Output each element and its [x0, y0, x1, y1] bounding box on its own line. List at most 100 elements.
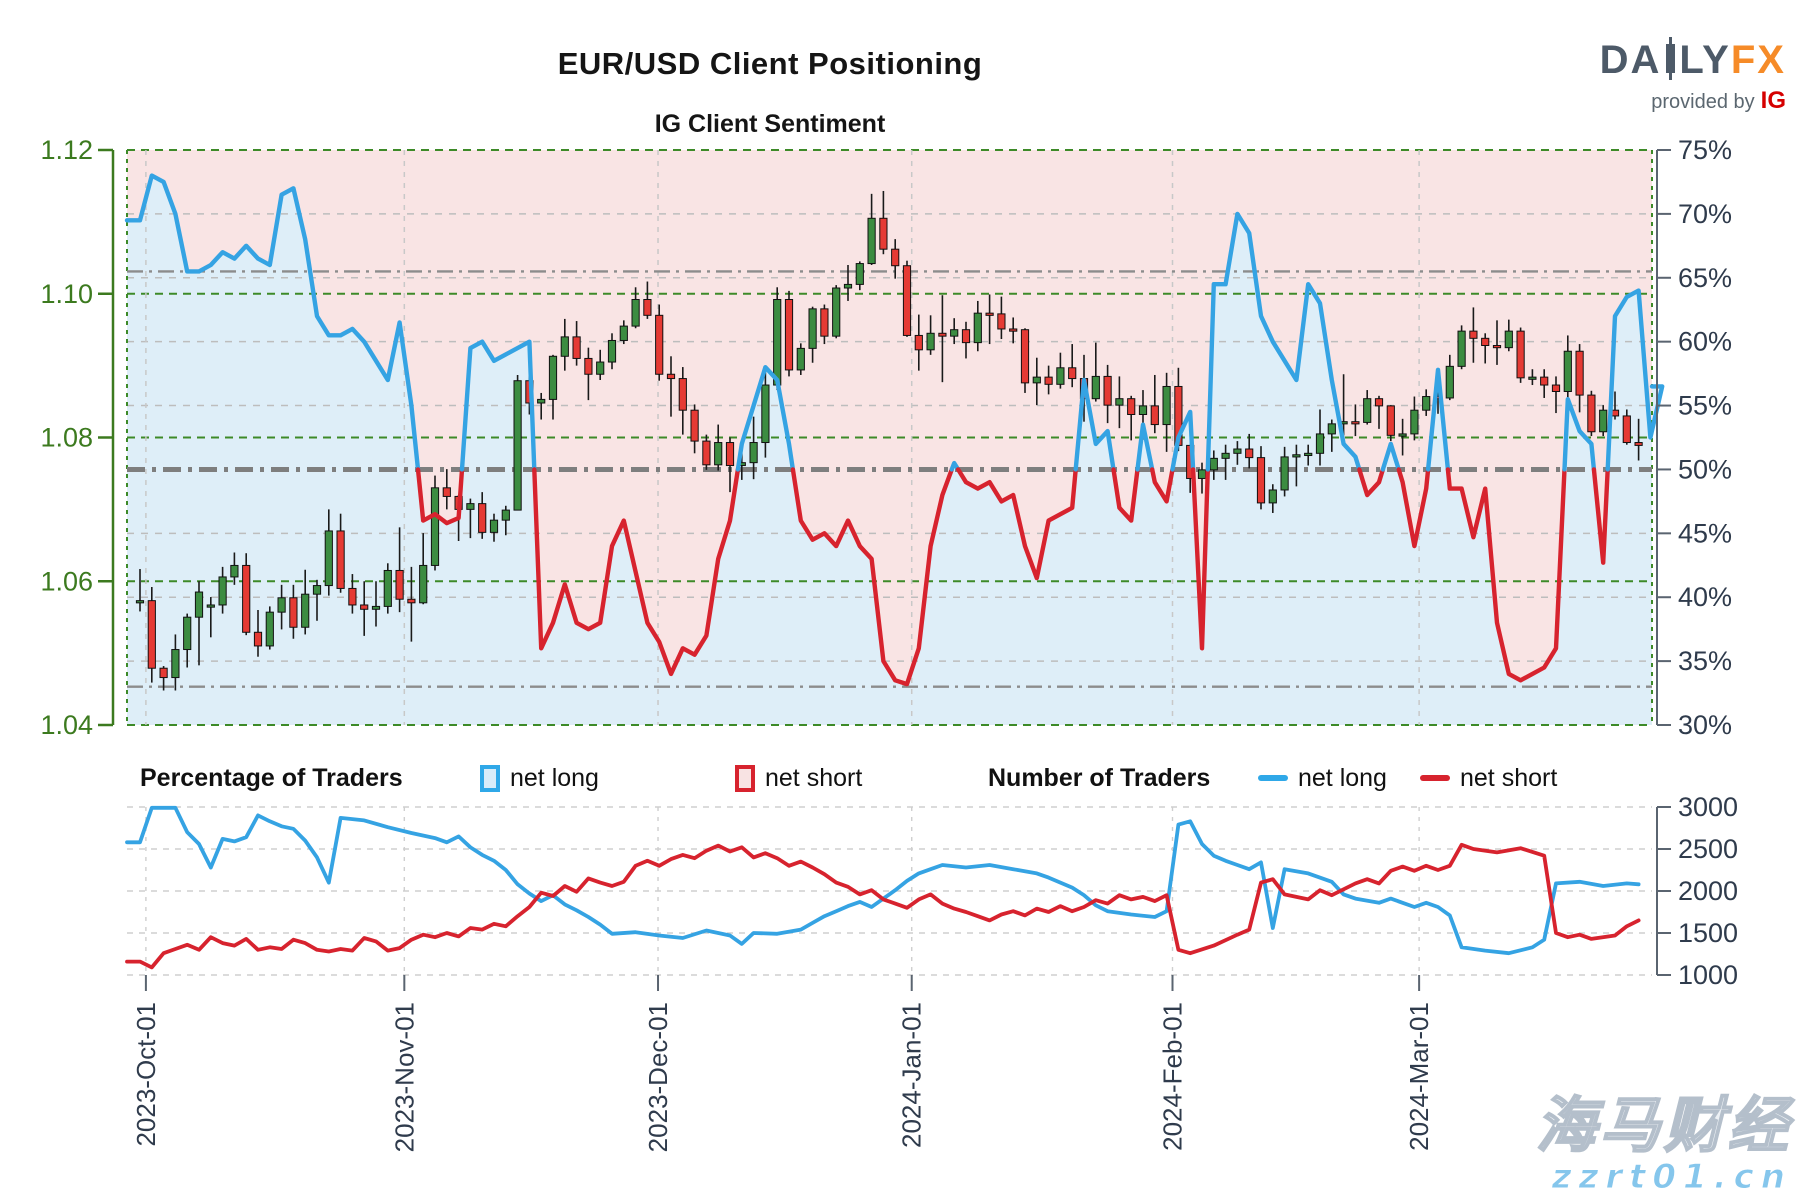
candle-up [631, 299, 640, 327]
right-count-axis: 1000 1500 2000 2500 3000 [1656, 792, 1738, 990]
x-axis-date-label: 2023-Nov-01 [389, 1002, 419, 1152]
right-axis-label: 35% [1678, 646, 1732, 676]
candle-up [383, 569, 392, 607]
traders-count-line-net-short [125, 842, 1641, 970]
candle-up [277, 597, 286, 613]
candle-up [596, 361, 605, 375]
net-long-segment [1170, 409, 1196, 472]
candle-up [230, 564, 239, 578]
count-axis-label: 2000 [1678, 876, 1738, 906]
count-axis-label: 3000 [1678, 792, 1738, 822]
legend-percent-net-long: net long [480, 758, 599, 798]
candle-up [796, 347, 805, 371]
candle-down [1540, 376, 1549, 386]
right-axis-label: 60% [1678, 327, 1732, 357]
candle-up [607, 339, 617, 363]
candle-down [360, 604, 369, 610]
price-candles [135, 190, 1643, 691]
candle-up [206, 604, 215, 608]
candle-down [1575, 350, 1584, 396]
watermark-cn: 海马财经 [1535, 1091, 1792, 1162]
count-axis-label: 1500 [1678, 918, 1738, 948]
candle-down [1469, 330, 1478, 339]
net-long-percent-line [124, 173, 1665, 687]
chart-subtitle: IG Client Sentiment [654, 110, 886, 138]
candle-down [985, 312, 994, 316]
candle-up [1504, 330, 1513, 349]
left-price-axis: 1.04 1.06 1.08 1.10 1.12 [40, 135, 115, 740]
candle-up [1209, 457, 1218, 471]
candle-up [1233, 448, 1242, 454]
candle-down [1245, 448, 1254, 459]
candle-down [914, 334, 923, 351]
candle-up [619, 325, 628, 341]
left-axis-label: 1.04 [40, 710, 93, 740]
net-short-segment [1111, 467, 1140, 523]
candle-up [560, 336, 569, 357]
candle-down [1150, 405, 1159, 426]
candle-up [135, 600, 145, 604]
right-axis-label: 40% [1678, 582, 1732, 612]
candle-down [348, 587, 357, 606]
candle-up [1528, 376, 1537, 380]
candle-up [1327, 423, 1336, 435]
candle-up [218, 576, 227, 606]
net-short-segment [1591, 467, 1610, 565]
candle-up [855, 263, 864, 285]
candle-up [1280, 456, 1289, 491]
candle-up [1304, 452, 1313, 457]
net-short-segment [1190, 467, 1211, 651]
candle-up [950, 329, 959, 337]
net-long-segment [1425, 367, 1451, 472]
count-axis-label: 1000 [1678, 960, 1738, 990]
candle-down [725, 442, 735, 467]
candle-up [832, 287, 841, 337]
net-long-segment [1205, 211, 1362, 472]
candle-down [678, 378, 687, 411]
logo-text-da: DA [1599, 38, 1662, 82]
candle-down [938, 332, 947, 337]
net-long-segment [1380, 441, 1401, 472]
candle-up [773, 299, 782, 386]
net-short-segment [955, 467, 1078, 581]
net-long-dash-icon [1258, 775, 1288, 781]
candle-up [1056, 367, 1065, 385]
net-long-box-icon [480, 764, 500, 792]
net-short-segment [1357, 467, 1386, 498]
candle-down [997, 313, 1006, 330]
net-long-segment [459, 339, 537, 472]
candle-down [690, 409, 699, 442]
candle-up [1315, 433, 1325, 454]
candle-down [1492, 345, 1502, 349]
candle-down [784, 299, 794, 371]
candlestick-icon [1666, 37, 1676, 80]
net-short-segment [790, 467, 954, 687]
candle-up [1162, 385, 1171, 426]
candle-down [253, 631, 263, 647]
candle-up [867, 217, 876, 265]
candle-down [961, 329, 971, 344]
candle-up [1268, 489, 1277, 504]
candle-down [1127, 398, 1136, 415]
net-short-segment [1396, 467, 1431, 549]
x-axis-date-label: 2024-Feb-01 [1158, 1002, 1188, 1151]
x-axis-date-label: 2023-Dec-01 [643, 1002, 673, 1152]
sentiment-background-fills [127, 150, 1663, 726]
candle-up [1398, 433, 1407, 437]
page-title: EUR/USD Client Positioning [557, 46, 983, 81]
net-short-segment [1149, 467, 1175, 504]
net-short-segment [1445, 467, 1567, 683]
candle-down [584, 357, 593, 375]
candle-up [1599, 409, 1608, 433]
candle-down [242, 564, 251, 633]
candle-up [1091, 375, 1100, 400]
x-axis-date-label: 2024-Mar-01 [1404, 1002, 1434, 1151]
candle-up [548, 355, 558, 400]
candle-down [1386, 405, 1395, 436]
candle-down [572, 336, 581, 359]
candle-up [265, 611, 274, 647]
candle-down [643, 299, 652, 316]
candle-up [973, 312, 982, 344]
legend-number-net-short: net short [1420, 758, 1557, 798]
net-short-dash-icon [1420, 775, 1450, 781]
